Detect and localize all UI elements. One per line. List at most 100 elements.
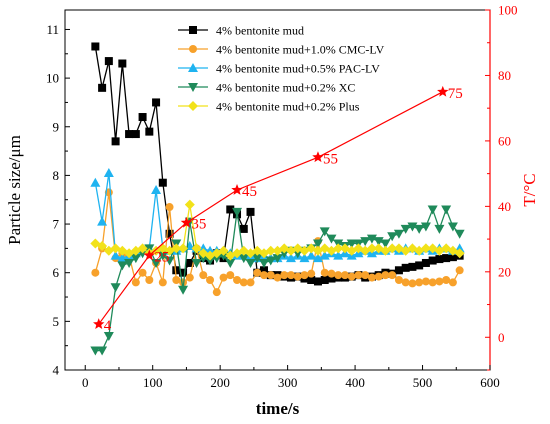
legend-marker bbox=[188, 63, 198, 72]
data-point bbox=[137, 243, 148, 254]
data-point bbox=[97, 346, 108, 356]
data-point bbox=[428, 256, 437, 265]
x-tick-label: 100 bbox=[143, 375, 163, 390]
y-tick-label: 6 bbox=[53, 265, 60, 280]
data-point bbox=[260, 271, 269, 280]
data-point bbox=[219, 273, 228, 282]
x-tick-label: 0 bbox=[82, 375, 89, 390]
data-point bbox=[428, 278, 437, 287]
data-point bbox=[347, 272, 356, 281]
legend-marker bbox=[189, 45, 197, 53]
data-point bbox=[360, 237, 371, 247]
legend-item: 4% bentonite mud+0.5% PAC-LV bbox=[178, 62, 380, 76]
legend-item: 4% bentonite mud+1.0% CMC-LV bbox=[178, 43, 385, 57]
y2-tick-label: 80 bbox=[498, 68, 511, 83]
data-point bbox=[252, 254, 263, 264]
x-tick-label: 300 bbox=[278, 375, 298, 390]
data-point bbox=[340, 271, 349, 280]
data-point bbox=[91, 42, 100, 51]
data-point bbox=[326, 234, 337, 244]
legend-label: 4% bentonite mud bbox=[216, 24, 304, 38]
data-point bbox=[455, 266, 464, 275]
data-point bbox=[319, 250, 330, 260]
y-axis-label: Particle size/μm bbox=[5, 135, 24, 245]
y-tick-label: 5 bbox=[53, 314, 60, 329]
data-point bbox=[198, 248, 209, 259]
data-point bbox=[334, 271, 343, 280]
data-point bbox=[435, 255, 444, 264]
data-point bbox=[286, 271, 295, 280]
data-point bbox=[138, 113, 147, 122]
data-point bbox=[151, 258, 162, 268]
legend-marker bbox=[188, 83, 198, 92]
temperature-label: 25 bbox=[154, 249, 169, 265]
data-point bbox=[178, 285, 189, 295]
data-point bbox=[97, 240, 108, 251]
data-point bbox=[118, 59, 127, 68]
data-point bbox=[179, 268, 188, 277]
legend-label: 4% bentonite mud+1.0% CMC-LV bbox=[216, 43, 385, 57]
data-point bbox=[408, 262, 417, 271]
legend-marker bbox=[188, 101, 198, 111]
y2-axis-label: T/°C bbox=[520, 173, 539, 206]
legend-item: 4% bentonite mud+0.2% XC bbox=[178, 81, 355, 95]
data-point bbox=[138, 268, 147, 277]
legend-item: 4% bentonite mud bbox=[178, 24, 304, 38]
data-point bbox=[98, 83, 107, 92]
data-point bbox=[373, 237, 384, 247]
data-point bbox=[130, 254, 141, 264]
data-point bbox=[164, 256, 175, 266]
data-point bbox=[299, 253, 310, 263]
data-point bbox=[407, 222, 418, 232]
y-tick-label: 4 bbox=[53, 363, 60, 378]
data-point bbox=[266, 271, 275, 280]
data-point bbox=[393, 229, 404, 239]
data-point bbox=[145, 127, 154, 136]
y-tick-label: 10 bbox=[46, 71, 59, 86]
data-point bbox=[441, 205, 452, 215]
data-point bbox=[442, 276, 451, 284]
data-point bbox=[185, 273, 194, 282]
y-tick-label: 9 bbox=[53, 119, 60, 134]
data-point bbox=[454, 248, 465, 259]
data-point bbox=[205, 256, 216, 266]
temperature-label: 55 bbox=[323, 151, 338, 167]
data-point bbox=[435, 277, 444, 286]
data-point bbox=[191, 243, 202, 254]
x-tick-label: 400 bbox=[345, 375, 365, 390]
data-point bbox=[185, 258, 194, 267]
data-point bbox=[265, 245, 276, 256]
data-point bbox=[206, 276, 215, 284]
data-point bbox=[420, 243, 431, 254]
data-point bbox=[178, 243, 189, 254]
y-tick-label: 11 bbox=[46, 22, 59, 37]
temperature-point bbox=[437, 85, 449, 97]
plot-area: 4 25 35 45 55 75 bbox=[90, 42, 465, 356]
legend-label: 4% bentonite mud+0.2% Plus bbox=[216, 100, 360, 114]
data-point bbox=[225, 258, 236, 268]
data-point bbox=[218, 245, 229, 256]
temperature-series: 4 25 35 45 55 75 bbox=[93, 86, 463, 334]
data-point bbox=[103, 167, 114, 177]
data-point bbox=[191, 258, 202, 268]
data-point bbox=[333, 243, 344, 254]
temperature-point bbox=[180, 216, 193, 228]
data-point bbox=[239, 224, 248, 233]
series-1 bbox=[91, 188, 464, 297]
data-point bbox=[380, 239, 391, 249]
data-point bbox=[131, 278, 140, 287]
data-point bbox=[401, 278, 410, 287]
data-point bbox=[124, 258, 135, 268]
data-point bbox=[327, 274, 336, 283]
temperature-point bbox=[143, 249, 156, 261]
data-point bbox=[312, 239, 323, 249]
y2-tick-label: 20 bbox=[498, 264, 511, 279]
data-point bbox=[158, 178, 167, 187]
data-point bbox=[151, 185, 162, 194]
data-point bbox=[165, 229, 174, 238]
data-point bbox=[253, 268, 262, 277]
data-point bbox=[111, 137, 120, 146]
data-point bbox=[245, 258, 256, 268]
data-point bbox=[198, 243, 209, 253]
data-point bbox=[246, 207, 255, 216]
